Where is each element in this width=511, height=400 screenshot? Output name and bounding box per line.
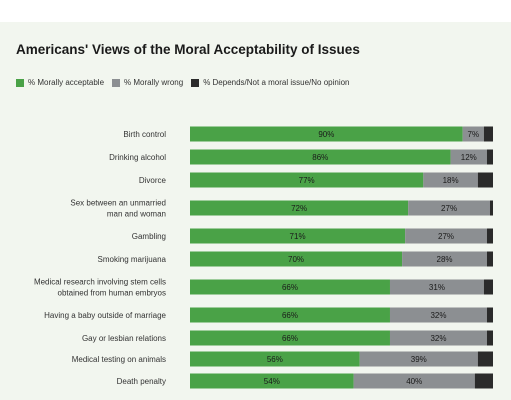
bar-segment-acceptable [190,330,390,346]
category-label: Smoking marijuana [98,255,167,264]
data-label-acceptable: 66% [282,311,298,320]
bar-segment-depends [486,149,493,165]
bar-segment-wrong [405,228,487,244]
data-label-acceptable: 77% [299,176,315,185]
bar-segment-wrong [450,149,487,165]
data-label-acceptable: 71% [290,232,306,241]
bar-segment-acceptable [190,200,409,216]
legend-label-depends: % Depends/Not a moral issue/No opinion [203,78,350,87]
category-label: Sex between an unmarried [70,199,166,208]
data-label-wrong: 28% [437,255,453,264]
bar-segment-wrong [423,172,478,188]
bar-segment-acceptable [190,373,354,389]
bar-segment-acceptable [190,126,463,142]
data-label-acceptable: 66% [282,283,298,292]
category-label: Divorce [139,176,167,185]
data-label-wrong: 32% [430,334,446,343]
chart-title: Americans' Views of the Moral Acceptabil… [16,42,360,57]
bar-segment-wrong [389,307,487,323]
legend-swatch-acceptable [16,78,24,87]
data-label-acceptable: 54% [264,377,280,386]
data-label-acceptable: 56% [267,355,283,364]
bar-segment-acceptable [190,251,403,267]
data-label-wrong: 7% [468,130,480,139]
data-label-acceptable: 70% [288,255,304,264]
bar-segment-depends [489,200,493,216]
bar-segment-depends [477,172,493,188]
legend-item-acceptable: % Morally acceptable [16,78,104,87]
bar-segment-acceptable [190,279,390,295]
legend-swatch-depends [191,78,200,87]
data-label-wrong: 32% [430,311,446,320]
category-label: Having a baby outside of marriage [44,311,166,320]
legend-label-acceptable: % Morally acceptable [28,78,105,87]
data-label-wrong: 18% [443,176,459,185]
bar-segment-depends [486,251,493,267]
bar-segment-wrong [353,373,475,389]
category-label: Drinking alcohol [109,153,166,162]
bar-segment-acceptable [190,228,406,244]
legend-swatch-wrong [112,78,121,87]
category-label: Medical testing on animals [72,355,166,364]
legend-item-wrong: % Morally wrong [112,78,183,87]
category-label: Birth control [123,130,166,139]
bar-segment-wrong [389,330,487,346]
bar-segment-wrong [402,251,487,267]
bar-segment-wrong [359,351,478,367]
category-label: obtained from human embryos [58,289,167,298]
data-label-wrong: 39% [411,355,427,364]
bar-segment-depends [486,330,493,346]
bar-segment-depends [483,126,493,142]
bar-segment-depends [486,228,493,244]
bar-segment-depends [483,279,493,295]
category-label: Gambling [132,232,166,241]
bar-segment-acceptable [190,307,390,323]
legend: % Morally acceptable % Morally wrong % D… [16,78,358,87]
bar-segment-depends [474,373,493,389]
category-label: Gay or lesbian relations [82,334,166,343]
bar-segment-wrong [462,126,484,142]
bar-segment-acceptable [190,172,424,188]
data-label-wrong: 27% [441,204,457,213]
data-label-acceptable: 90% [318,130,334,139]
category-label: man and woman [107,210,166,219]
bar-segment-depends [486,307,493,323]
category-label: Medical research involving stem cells [34,278,166,287]
legend-item-depends: % Depends/Not a moral issue/No opinion [191,78,350,87]
data-label-acceptable: 66% [282,334,298,343]
category-label: Death penalty [117,377,166,386]
data-label-acceptable: 86% [312,153,328,162]
bar-segment-wrong [408,200,490,216]
data-label-acceptable: 72% [291,204,307,213]
bar-segment-depends [477,351,493,367]
bar-segment-acceptable [190,351,360,367]
data-label-wrong: 40% [406,377,422,386]
bar-segment-wrong [389,279,484,295]
data-label-wrong: 27% [438,232,454,241]
data-label-wrong: 31% [429,283,445,292]
legend-label-wrong: % Morally wrong [124,78,184,87]
data-label-wrong: 12% [461,153,477,162]
bar-segment-acceptable [190,149,451,165]
